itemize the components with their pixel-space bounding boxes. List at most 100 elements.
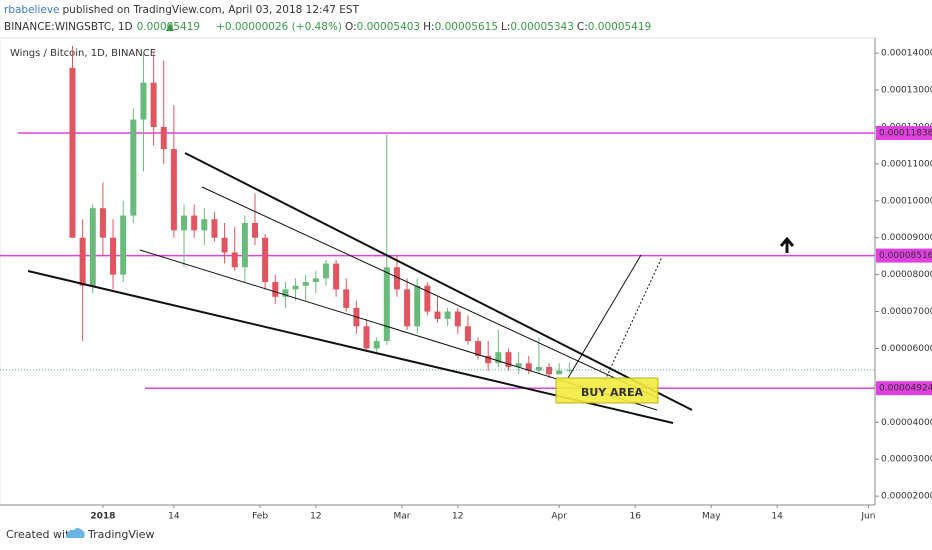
candle-body <box>485 355 492 364</box>
candle-body <box>495 352 502 364</box>
y-tick-label: 0.00010000 <box>881 196 932 206</box>
candle-body <box>322 263 329 279</box>
ohlc-value: 0.00005419 <box>588 21 651 33</box>
candle-body <box>231 252 238 268</box>
candle-body <box>475 341 482 356</box>
trend-line <box>201 186 659 399</box>
candle-body <box>343 289 350 308</box>
candle-body <box>221 237 228 253</box>
candle-body <box>312 278 319 283</box>
y-tick-label: 0.00002000 <box>881 492 932 502</box>
level-label-bg <box>876 126 932 141</box>
plot-frame <box>0 37 876 506</box>
footer-created: Created with <box>6 528 76 541</box>
candle-body <box>424 285 431 312</box>
publish-line: rbabelieve published on TradingView.com, … <box>4 4 360 16</box>
y-tick-label: 0.00007000 <box>881 307 932 317</box>
y-tick-label: 0.00011000 <box>881 159 932 169</box>
candle-body <box>454 311 461 327</box>
candle-body <box>262 237 269 283</box>
y-tick-label: 0.00008000 <box>881 270 932 280</box>
ohlc-value: 0.00005403 <box>357 21 420 33</box>
candle-body <box>333 263 340 290</box>
x-tick-label: 14 <box>168 512 180 522</box>
ohlc-value: 0.00005615 <box>435 21 498 33</box>
candle-body <box>89 208 96 286</box>
candle-body <box>363 326 370 349</box>
candle-body <box>464 326 471 342</box>
candle-body <box>535 366 542 371</box>
candle-body <box>505 352 512 367</box>
chart-title: Wings / Bitcoin, 1D, BINANCE <box>10 48 156 59</box>
projection-line <box>604 256 663 381</box>
candle-body <box>160 126 167 150</box>
candle-body <box>393 267 400 290</box>
ohlc-value: 0.00005343 <box>510 21 573 33</box>
candle-body <box>110 237 117 275</box>
candle-body <box>251 222 258 238</box>
quote-line: BINANCE:WINGSBTC, 1D 0.00005419 +0.0000002… <box>4 21 651 33</box>
y-tick-label: 0.00009000 <box>881 233 932 243</box>
y-tick-label: 0.00014000 <box>881 49 932 59</box>
plot-area: Wings / Bitcoin, 1D, BINANCE <box>0 37 876 506</box>
candle-body <box>515 363 522 367</box>
x-tick-label: Mar <box>394 512 411 522</box>
candle-body <box>191 215 198 231</box>
candle-body <box>292 285 299 290</box>
buy-area-box <box>555 377 659 404</box>
x-tick-label: 12 <box>452 512 463 522</box>
candle-body <box>140 82 147 120</box>
candle-body <box>546 366 553 375</box>
candle-body <box>404 289 411 327</box>
candle-body <box>302 282 309 286</box>
x-tick-label: 12 <box>310 512 321 522</box>
candle-body <box>373 341 380 349</box>
projection-line <box>567 254 642 379</box>
y-tick-label: 0.00013000 <box>881 86 932 96</box>
y-tick-label: 0.00006000 <box>881 344 932 354</box>
level-label-bg <box>876 248 932 263</box>
x-tick-label: 14 <box>771 512 783 522</box>
level-label: 0.00008516 <box>879 251 932 261</box>
candle-body <box>79 237 86 286</box>
up-triangle <box>166 23 174 31</box>
candle-body <box>525 363 532 371</box>
brand-logo <box>66 528 85 538</box>
x-tick-label: May <box>702 512 721 522</box>
ohlc-key: C: <box>577 21 588 33</box>
candle-body <box>282 289 289 297</box>
y-tick-label: 0.00003000 <box>881 455 932 465</box>
level-label-bg <box>876 381 932 396</box>
x-tick-label: 2018 <box>90 512 115 522</box>
candle-body <box>99 208 106 238</box>
change: +0.00000026 (+0.48%) <box>216 21 342 33</box>
ohlc-key: H: <box>423 21 434 33</box>
candle-body <box>444 311 451 319</box>
buy-area-label: BUY AREA <box>581 386 644 399</box>
candle-body <box>241 222 248 268</box>
symbol: BINANCE:WINGSBTC, 1D <box>4 21 133 33</box>
candle-body <box>211 219 218 238</box>
candle-body <box>170 149 177 231</box>
level-label: 0.00004924 <box>879 384 932 394</box>
published: published on TradingView.com, April 03, … <box>63 4 360 16</box>
candle-body <box>414 285 421 327</box>
candle-body <box>120 215 127 275</box>
ohlc-key: O: <box>345 21 357 33</box>
y-tick-label: 0.00004000 <box>881 418 932 428</box>
candle-body <box>69 67 76 238</box>
candle-body <box>130 119 137 216</box>
candle-body <box>181 215 188 231</box>
candle-body <box>272 282 279 297</box>
author[interactable]: rbabelieve <box>4 4 60 16</box>
footer-brand[interactable]: TradingView <box>87 528 154 541</box>
ohlc: O:0.00005403 H:0.00005615 L:0.00005343 C:0.… <box>345 21 651 33</box>
candle-body <box>566 369 573 371</box>
candle-body <box>201 219 208 231</box>
candle-body <box>434 311 441 319</box>
x-tick-label: Jun <box>860 512 875 522</box>
x-tick-label: 16 <box>629 512 641 522</box>
x-tick-label: Feb <box>252 512 268 522</box>
up-arrow <box>779 236 795 253</box>
